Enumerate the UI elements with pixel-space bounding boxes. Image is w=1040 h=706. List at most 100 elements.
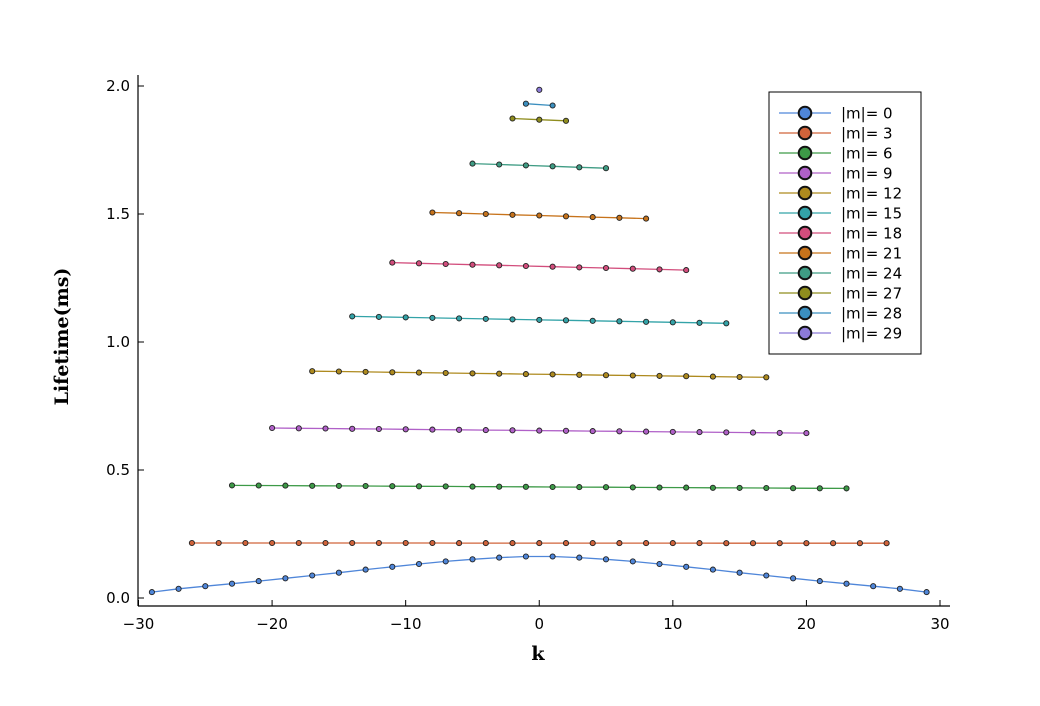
data-point	[429, 209, 436, 216]
y-tick-label: 1.5	[106, 205, 130, 223]
data-point	[389, 563, 396, 570]
data-point	[589, 540, 596, 547]
data-point	[896, 585, 903, 592]
data-point	[482, 540, 489, 547]
legend-item: |m|= 18	[779, 225, 902, 243]
series-layer	[148, 86, 930, 596]
data-point	[415, 369, 423, 376]
data-point	[429, 539, 436, 547]
series-m-9	[509, 115, 570, 124]
data-point	[709, 566, 716, 573]
y-tick-label: 0.0	[106, 589, 130, 607]
data-point	[643, 540, 650, 547]
data-point	[803, 430, 810, 437]
data-point	[202, 583, 209, 590]
data-point	[536, 86, 543, 93]
x-tick-label: 30	[930, 615, 949, 633]
data-point	[322, 425, 329, 432]
data-point	[562, 540, 570, 547]
data-point	[656, 372, 663, 379]
data-point	[282, 575, 289, 582]
data-point	[496, 262, 503, 269]
data-point	[589, 214, 596, 221]
data-point	[576, 484, 583, 491]
series-m-6	[389, 259, 690, 274]
y-axis-title: Lifetime(ms)	[51, 268, 73, 406]
data-point	[576, 264, 583, 271]
data-point	[362, 566, 369, 573]
legend-marker	[797, 325, 813, 341]
data-point	[576, 554, 583, 561]
legend-marker	[797, 305, 813, 321]
data-point	[255, 578, 262, 585]
data-point	[602, 264, 610, 272]
series-m-0	[148, 553, 930, 596]
series-line	[525, 103, 553, 107]
legend-label: |m|= 27	[841, 285, 902, 303]
data-point	[496, 483, 503, 490]
data-point	[375, 539, 382, 547]
data-point	[763, 572, 770, 579]
x-tick-label: −20	[256, 615, 288, 633]
data-point	[683, 373, 690, 380]
legend-label: |m|= 21	[841, 245, 902, 263]
data-point	[402, 426, 409, 433]
data-point	[482, 315, 489, 322]
legend-item: |m|= 6	[779, 145, 893, 163]
data-point	[643, 318, 650, 325]
data-point	[349, 539, 356, 547]
data-point	[562, 317, 570, 324]
data-point	[335, 368, 342, 375]
data-point	[696, 429, 703, 436]
data-point	[843, 580, 850, 587]
data-point	[723, 320, 730, 327]
x-axis-title: k	[531, 643, 545, 665]
data-point	[522, 483, 529, 490]
data-point	[482, 210, 489, 218]
data-point	[282, 482, 289, 489]
legend-marker	[797, 165, 813, 181]
data-point	[442, 483, 449, 490]
legend-label: |m|= 29	[841, 325, 902, 343]
legend-marker	[797, 245, 813, 261]
series-m-4	[309, 368, 770, 381]
data-point	[536, 316, 543, 323]
data-point	[709, 373, 716, 380]
data-point	[709, 484, 716, 491]
data-point	[536, 212, 543, 219]
data-point	[509, 316, 516, 323]
data-point	[188, 539, 195, 547]
series-line	[151, 555, 927, 593]
x-tick-label: −10	[390, 615, 422, 633]
data-point	[549, 371, 556, 378]
data-point	[456, 210, 463, 217]
data-point	[643, 215, 650, 222]
data-point	[883, 540, 890, 547]
data-point	[389, 259, 396, 266]
data-point	[402, 314, 409, 321]
data-point	[816, 485, 823, 492]
data-point	[442, 369, 449, 377]
data-point	[309, 482, 316, 489]
data-point	[429, 426, 436, 433]
series-m-11	[536, 86, 543, 93]
data-point	[349, 313, 356, 320]
data-point	[496, 370, 503, 377]
data-point	[683, 563, 690, 570]
data-point	[415, 260, 423, 267]
data-point	[656, 484, 663, 491]
y-tick-label: 2.0	[106, 77, 130, 95]
legend-label: |m|= 12	[841, 185, 902, 203]
data-point	[776, 540, 783, 547]
data-point	[362, 482, 369, 490]
data-point	[255, 482, 262, 489]
legend-item: |m|= 0	[779, 105, 893, 123]
data-point	[602, 556, 610, 563]
data-point	[375, 313, 382, 320]
legend-marker	[797, 285, 813, 301]
data-point	[549, 483, 556, 491]
data-point	[629, 372, 636, 379]
data-point	[509, 211, 516, 218]
data-point	[549, 102, 556, 109]
data-point	[549, 163, 556, 170]
